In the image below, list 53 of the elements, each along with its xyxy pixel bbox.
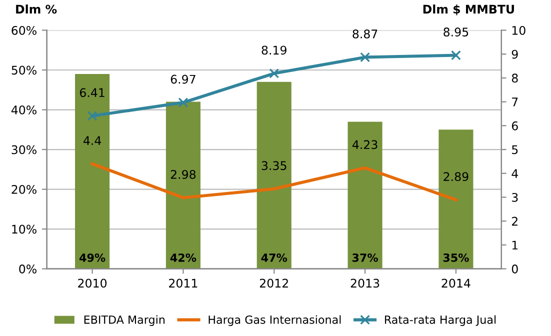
point xyxy=(360,52,370,62)
point xyxy=(178,98,188,108)
y-tick-label: 20% xyxy=(12,185,36,194)
y2-tick-label: 3 xyxy=(512,192,518,202)
data-label: 37% xyxy=(352,253,378,262)
point xyxy=(87,110,98,121)
data-label: 8.19 xyxy=(262,46,286,55)
bar xyxy=(166,102,200,269)
data-label: 8.87 xyxy=(352,29,378,38)
bar xyxy=(75,74,110,269)
legend-label: Harga Gas Internasional xyxy=(208,315,341,326)
y-tick-label: 60% xyxy=(12,26,36,35)
x-tick-label: 2010 xyxy=(78,278,107,288)
y2-tick-label: 10 xyxy=(512,26,526,35)
y2-axis-title: Dlm $ MMBTU xyxy=(423,4,514,16)
y-tick-label: 0% xyxy=(19,264,36,274)
y2-tick-label: 8 xyxy=(512,74,518,83)
y2-tick-label: 2 xyxy=(512,216,518,226)
bar xyxy=(438,130,474,269)
y-tick-label: 40% xyxy=(11,105,36,114)
y-tick-label: 50% xyxy=(12,66,36,75)
data-label: 3.35 xyxy=(262,161,286,170)
data-label: 8.95 xyxy=(444,28,468,36)
x-tick-label: 2013 xyxy=(350,278,380,288)
x-tick-label: 2014 xyxy=(442,278,470,288)
data-label: 2.89 xyxy=(444,172,468,182)
legend-label: EBITDA Margin xyxy=(84,315,165,326)
data-label: 6.41 xyxy=(80,88,104,98)
y-tick-label: 10% xyxy=(12,224,36,234)
y2-tick-label: 4 xyxy=(512,169,518,178)
data-label: 42% xyxy=(170,253,196,262)
data-label: 4.23 xyxy=(352,140,378,150)
y2-tick-label: 7 xyxy=(512,98,518,106)
y2-tick-label: 0 xyxy=(512,264,518,274)
bar xyxy=(256,82,292,269)
data-label: 2.98 xyxy=(170,170,196,179)
y2-tick-label: 1 xyxy=(512,240,518,250)
point xyxy=(450,50,461,60)
data-label: 47% xyxy=(261,253,288,262)
data-label: 49% xyxy=(79,253,106,262)
bar xyxy=(348,122,382,269)
legend-label: Rata-rata Harga Jual xyxy=(385,315,496,326)
y-axis-title: Dlm % xyxy=(16,4,57,14)
data-label: 4.4 xyxy=(83,136,102,145)
x-tick-label: 2012 xyxy=(260,278,288,288)
data-label: 35% xyxy=(443,253,469,262)
y2-tick-label: 6 xyxy=(512,121,518,130)
data-label: 6.97 xyxy=(170,74,196,84)
point xyxy=(269,68,280,78)
y2-tick-label: 9 xyxy=(512,50,518,59)
y-tick-label: 30% xyxy=(12,145,36,154)
y2-tick-label: 5 xyxy=(512,145,518,154)
x-tick-label: 2011 xyxy=(169,278,198,288)
